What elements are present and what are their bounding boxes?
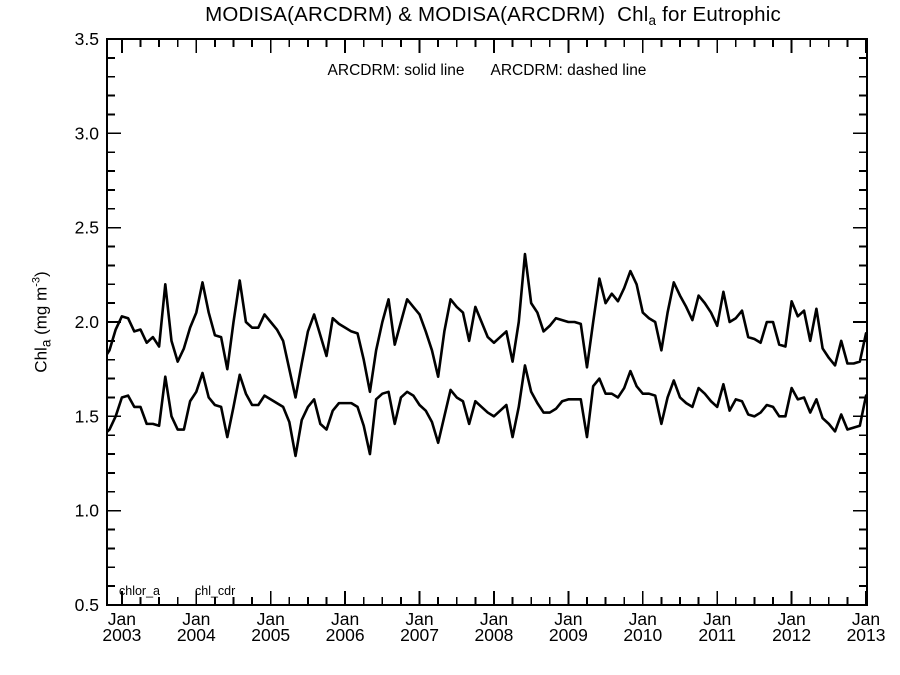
series-label-chl-cdr: chl_cdr — [195, 584, 236, 598]
x-tick-label-year: 2011 — [698, 625, 736, 645]
x-tick-label-month: Jan — [480, 609, 508, 629]
x-tick-label-month: Jan — [629, 609, 657, 629]
y-tick-label: 2.5 — [75, 218, 99, 238]
y-axis-title-superscript: -3 — [30, 276, 43, 287]
chart-title-suffix: for Eutrophic — [656, 3, 781, 26]
x-tick-label-month: Jan — [331, 609, 359, 629]
plot-frame — [106, 38, 868, 606]
x-tick-label-year: 2010 — [623, 625, 662, 645]
chart-title-subscript: a — [648, 13, 657, 28]
x-tick-label-month: Jan — [108, 609, 136, 629]
series-line-chlor_a — [107, 252, 867, 399]
y-tick-label: 2.0 — [75, 312, 100, 332]
x-tick-label-year: 2003 — [102, 625, 141, 645]
y-axis-title-prefix: Chl — [31, 347, 51, 373]
y-tick-label: 1.0 — [75, 501, 100, 521]
x-tick-label-month: Jan — [703, 609, 731, 629]
x-tick-label-year: 2006 — [326, 625, 365, 645]
x-tick-label-year: 2005 — [251, 625, 290, 645]
x-tick-label-month: Jan — [554, 609, 582, 629]
x-tick-label-month: Jan — [182, 609, 210, 629]
legend-item-solid: ARCDRM: solid line — [327, 62, 465, 79]
legend: ARCDRM: solid line ARCDRM: dashed line — [328, 62, 647, 80]
y-tick-label: 1.5 — [75, 406, 99, 426]
x-tick-label-year: 2008 — [474, 625, 513, 645]
x-tick-label-month: Jan — [852, 609, 880, 629]
y-axis-title-unit: (mg m — [31, 286, 51, 340]
x-tick-label-month: Jan — [405, 609, 433, 629]
y-axis-title-subscript: a — [38, 339, 54, 348]
x-tick-label-year: 2004 — [177, 625, 216, 645]
y-tick-label: 3.0 — [75, 123, 100, 143]
x-tick-label-month: Jan — [778, 609, 806, 629]
y-tick-label: 0.5 — [75, 595, 99, 615]
y-axis-title-unit-close: ) — [31, 271, 51, 277]
legend-item-dashed: ARCDRM: dashed line — [490, 62, 647, 79]
x-tick-label-year: 2013 — [847, 625, 886, 645]
y-axis-title: Chla (mg m-3) — [31, 271, 54, 372]
y-tick-label: 3.5 — [75, 29, 99, 49]
x-tick-label-month: Jan — [257, 609, 285, 629]
series-label-chlor-a: chlor_a — [119, 584, 160, 598]
x-tick-label-year: 2012 — [772, 625, 811, 645]
x-tick-label-year: 2009 — [549, 625, 588, 645]
x-tick-label-year: 2007 — [400, 625, 439, 645]
chart-title-main: MODISA(ARCDRM) & MODISA(ARCDRM) Chl — [205, 3, 649, 26]
chart-title: MODISA(ARCDRM) & MODISA(ARCDRM) Chla for… — [205, 3, 781, 28]
series-line-chl_cdr — [107, 364, 867, 458]
